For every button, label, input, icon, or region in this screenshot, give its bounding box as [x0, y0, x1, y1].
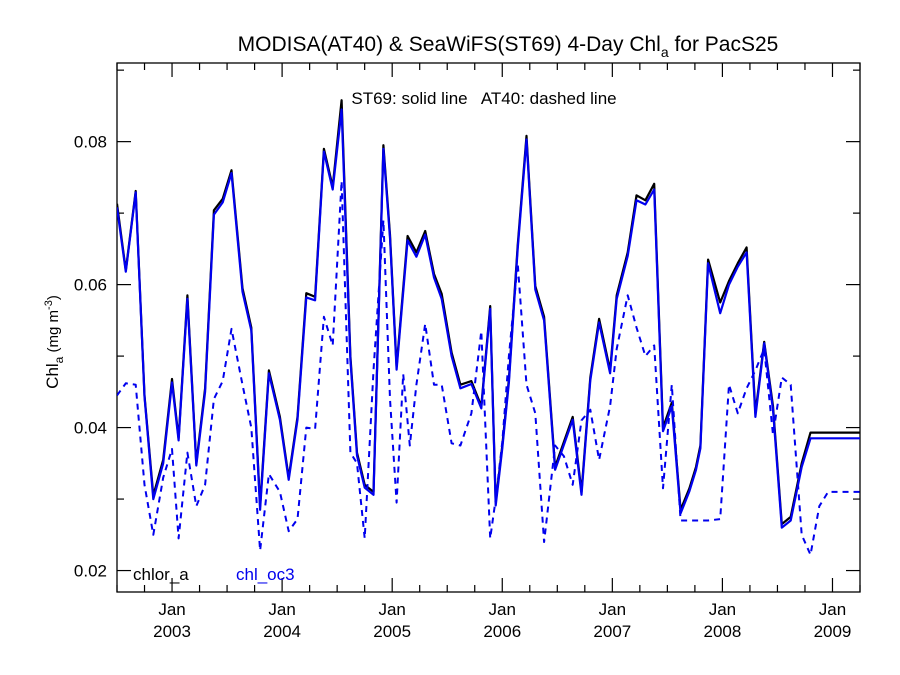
x-tick-label-year: 2004 [263, 622, 301, 641]
y-tick-label: 0.02 [74, 562, 107, 581]
x-tick-label-year: 2003 [153, 622, 191, 641]
chart-title: MODISA(AT40) & SeaWiFS(ST69) 4-Day Chla … [238, 33, 779, 60]
chart-annotation: ST69: solid line AT40: dashed line [351, 89, 616, 108]
y-tick-label: 0.06 [74, 276, 107, 295]
chart-title-suffix: for PacS25 [669, 33, 779, 56]
series-line-chlor-a-solid [117, 99, 860, 526]
x-tick-label-month: Jan [268, 600, 295, 619]
x-tick-label-year: 2008 [703, 622, 741, 641]
x-tick-label-month: Jan [599, 600, 626, 619]
y-axis-label-close: ) [45, 295, 62, 300]
x-tick-label-year: 2007 [593, 622, 631, 641]
y-axis-label-sup: -3 [43, 300, 55, 310]
x-tick-label-month: Jan [378, 600, 405, 619]
chart-title-main: MODISA(AT40) & SeaWiFS(ST69) 4-Day Chl [238, 33, 661, 56]
x-tick-label-month: Jan [709, 600, 736, 619]
y-axis-label: Chla (mg m-3) [43, 295, 66, 389]
series-line-chl-oc3-dashed [117, 180, 860, 556]
x-tick-label-year: 2009 [814, 622, 852, 641]
x-tick-label-year: 2006 [483, 622, 521, 641]
series-layer [117, 99, 860, 556]
y-tick-label: 0.04 [74, 419, 107, 438]
legend-label-chl-oc3: chl_oc3 [236, 565, 295, 584]
legend-label-chlor-a: chlor_a [133, 565, 189, 584]
x-tick-label-year: 2005 [373, 622, 411, 641]
y-axis-label-main: Chl [43, 363, 62, 389]
x-tick-label-month: Jan [158, 600, 185, 619]
y-axis-label-sub: a [52, 356, 66, 363]
y-axis-label-unit: (mg m [45, 310, 62, 357]
x-tick-label-month: Jan [489, 600, 516, 619]
y-tick-label: 0.08 [74, 133, 107, 152]
x-tick-label-month: Jan [819, 600, 846, 619]
plot-frame [116, 62, 861, 593]
chart-title-sub: a [661, 44, 669, 60]
y-ticks: 0.02 0.04 0.06 0.08 [74, 69, 860, 581]
series-line-chl-oc3-solid [117, 108, 860, 529]
x-ticks: Jan 2003 Jan 2004 Jan 2005 Jan 2006 Jan 2007 Jan 20… [116, 63, 861, 641]
